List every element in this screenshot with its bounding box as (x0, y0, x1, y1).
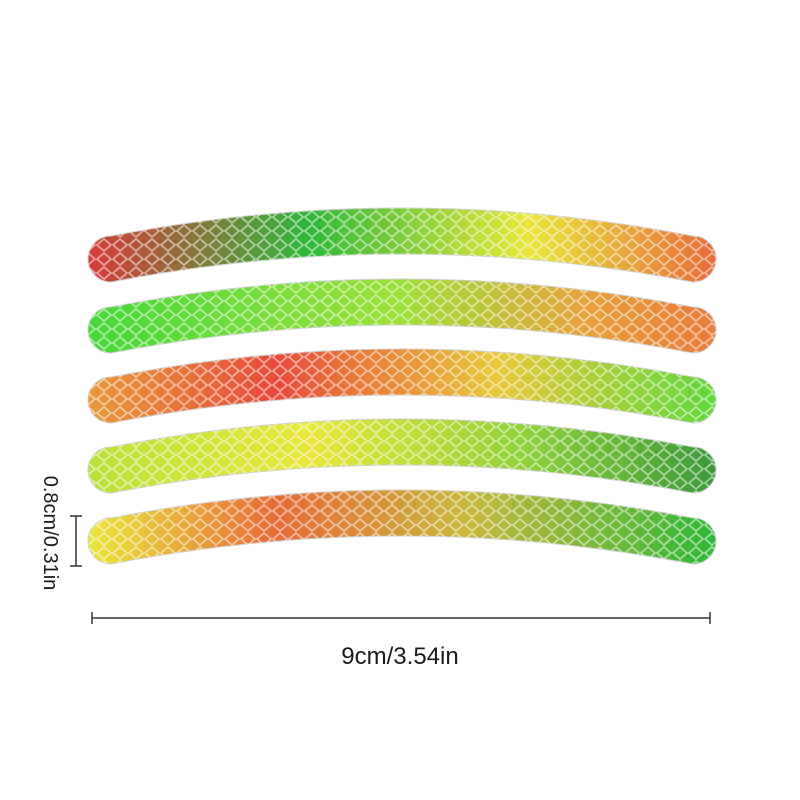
height-dimension-label: 0.8cm/0.31in (39, 476, 61, 591)
reflective-strip (87, 489, 717, 565)
width-dimension-label: 9cm/3.54in (341, 643, 458, 670)
strip-diamond-pattern (88, 279, 716, 353)
reflective-strip (87, 418, 717, 494)
reflective-strip (87, 207, 717, 283)
reflective-strip (87, 348, 717, 424)
height-dimension: 0.8cm/0.31in (39, 476, 82, 591)
strip-diamond-pattern (88, 349, 716, 423)
reflective-strips (87, 207, 717, 565)
strip-diamond-pattern (88, 419, 716, 493)
strip-diamond-pattern (88, 490, 716, 564)
reflective-strip (87, 278, 717, 354)
strip-diamond-pattern (88, 208, 716, 282)
width-dimension: 9cm/3.54in (91, 612, 711, 670)
